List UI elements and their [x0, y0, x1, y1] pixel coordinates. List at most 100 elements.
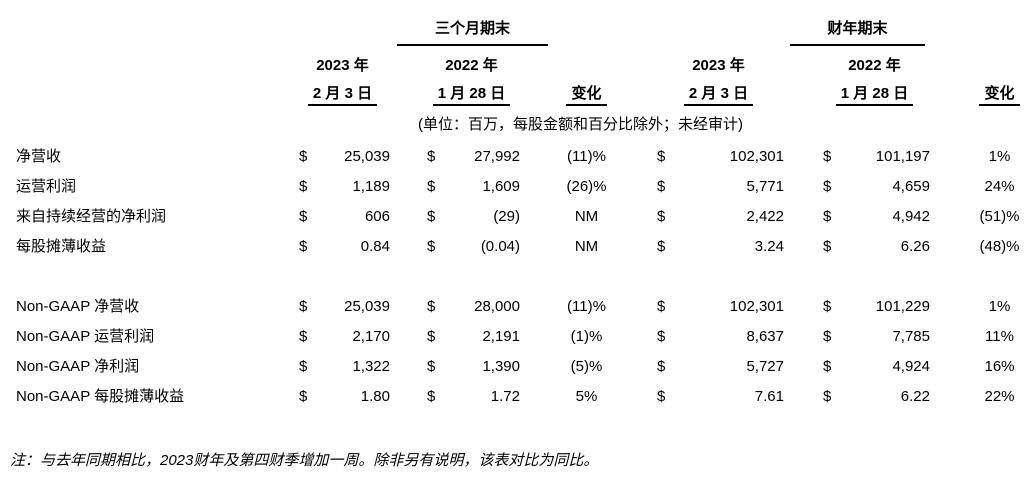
dollar-sign: $ [823, 148, 832, 165]
col-header-fy2023-date: 2 月 3 日 [683, 85, 754, 106]
spacer [393, 142, 420, 172]
cell-fy-change: 1% [988, 298, 1011, 315]
cell-fy2023: 8,637 [746, 328, 784, 345]
cell-q2022: 1,390 [482, 358, 520, 375]
cell-q2023: 1.80 [360, 388, 390, 405]
cell-fy2023: 7.61 [754, 388, 784, 405]
dollar-sign: $ [427, 358, 436, 375]
cell-fy2023: 102,301 [729, 298, 784, 315]
dollar-sign: $ [299, 298, 308, 315]
spacer [393, 292, 420, 322]
col-header-q2022-date: 1 月 28 日 [432, 85, 511, 106]
dollar-sign: $ [427, 298, 436, 315]
group-header-three-months-ended: 三个月期末 [397, 19, 548, 46]
dollar-sign: $ [823, 298, 832, 315]
table-row-operating-income: 运营利润 $ 1,189 $ 1,609 (26)% $ 5,771 $ 4,6… [0, 172, 1036, 202]
cell-fy-change: (51)% [979, 208, 1020, 225]
cell-fy2022: 6.22 [900, 388, 930, 405]
spacer [787, 202, 816, 232]
cell-q2023: 1,322 [352, 358, 390, 375]
cell-q-change: (5)% [570, 358, 603, 375]
spacer [393, 202, 420, 232]
table-row-net-revenue: 净营收 $ 25,039 $ 27,992 (11)% $ 102,301 $ … [0, 142, 1036, 172]
cell-fy2022: 4,942 [892, 208, 930, 225]
row-label: Non-GAAP 净营收 [16, 298, 140, 315]
cell-q2022: 1,609 [482, 178, 520, 195]
table-row-diluted-eps: 每股摊薄收益 $ 0.84 $ (0.04) NM $ 3.24 $ 6.26 … [0, 232, 1036, 262]
cell-q-change: NM [574, 208, 599, 225]
cell-q-change: 5% [575, 388, 598, 405]
row-label: 来自持续经营的净利润 [16, 208, 167, 225]
dollar-sign: $ [427, 328, 436, 345]
cell-q2022: (0.04) [480, 238, 520, 255]
cell-q2022: 27,992 [474, 148, 520, 165]
dollar-sign: $ [823, 208, 832, 225]
table-row-nongaap-net-revenue: Non-GAAP 净营收 $ 25,039 $ 28,000 (11)% $ 1… [0, 292, 1036, 322]
dollar-sign: $ [657, 148, 666, 165]
col-header-fy2022-date: 1 月 28 日 [835, 85, 914, 106]
spacer [787, 352, 816, 382]
dollar-sign: $ [657, 208, 666, 225]
footnote: 注：与去年同期相比，2023财年及第四财季增加一周。除非另有说明，该表对比为同比… [10, 452, 599, 469]
spacer [787, 292, 816, 322]
dollar-sign: $ [299, 178, 308, 195]
row-label: Non-GAAP 净利润 [16, 358, 140, 375]
spacer [787, 322, 816, 352]
dollar-sign: $ [299, 388, 308, 405]
cell-fy2022: 4,924 [892, 358, 930, 375]
table-row-net-income-continuing-ops: 来自持续经营的净利润 $ 606 $ (29) NM $ 2,422 $ 4,9… [0, 202, 1036, 232]
row-label: 每股摊薄收益 [16, 238, 107, 255]
col-header-fy-change: 变化 [979, 85, 1020, 106]
row-label: Non-GAAP 运营利润 [16, 328, 155, 345]
cell-fy2023: 2,422 [746, 208, 784, 225]
dollar-sign: $ [657, 328, 666, 345]
cell-fy2022: 4,659 [892, 178, 930, 195]
unit-note-row: (单位：百万，每股金额和百分比除外；未经审计) [0, 107, 1036, 142]
cell-q2022: 1.72 [490, 388, 520, 405]
dollar-sign: $ [299, 148, 308, 165]
cell-q2023: 25,039 [344, 148, 390, 165]
cell-fy2022: 101,229 [875, 298, 930, 315]
dollar-sign: $ [823, 178, 832, 195]
unit-note: (单位：百万，每股金额和百分比除外；未经审计) [418, 116, 743, 133]
cell-fy2023: 102,301 [729, 148, 784, 165]
row-label: Non-GAAP 每股摊薄收益 [16, 388, 185, 405]
dollar-sign: $ [657, 238, 666, 255]
spacer [393, 382, 420, 412]
results-table: 2023 年 2022 年 2023 年 2022 年 2 月 3 日 1 月 … [0, 51, 1036, 412]
cell-fy2022: 7,785 [892, 328, 930, 345]
spacer [787, 232, 816, 262]
dollar-sign: $ [823, 238, 832, 255]
dollar-sign: $ [299, 208, 308, 225]
blank-row [0, 262, 1036, 292]
cell-q2023: 0.84 [360, 238, 390, 255]
dollar-sign: $ [299, 238, 308, 255]
cell-q2023: 25,039 [344, 298, 390, 315]
cell-q-change: (11)% [567, 298, 606, 315]
dollar-sign: $ [657, 358, 666, 375]
cell-q2022: 28,000 [474, 298, 520, 315]
dollar-sign: $ [427, 148, 436, 165]
spacer [787, 172, 816, 202]
table-row-nongaap-operating-income: Non-GAAP 运营利润 $ 2,170 $ 2,191 (1)% $ 8,6… [0, 322, 1036, 352]
dollar-sign: $ [823, 388, 832, 405]
row-label: 运营利润 [16, 178, 77, 195]
cell-q-change: NM [574, 238, 599, 255]
cell-q2022: (29) [493, 208, 520, 225]
dollar-sign: $ [299, 358, 308, 375]
cell-q-change: (26)% [566, 178, 607, 195]
year-header-row: 2023 年 2022 年 2023 年 2022 年 [0, 51, 1036, 81]
spacer [787, 142, 816, 172]
cell-q2022: 2,191 [482, 328, 520, 345]
dollar-sign: $ [427, 178, 436, 195]
table-row-nongaap-net-income: Non-GAAP 净利润 $ 1,322 $ 1,390 (5)% $ 5,72… [0, 352, 1036, 382]
cell-q2023: 2,170 [352, 328, 390, 345]
spacer [787, 382, 816, 412]
spacer [393, 232, 420, 262]
table-row-nongaap-diluted-eps: Non-GAAP 每股摊薄收益 $ 1.80 $ 1.72 5% $ 7.61 … [0, 382, 1036, 412]
dollar-sign: $ [657, 298, 666, 315]
col-header-q2022-year: 2022 年 [445, 57, 498, 74]
cell-fy-change: 1% [988, 148, 1011, 165]
dollar-sign: $ [823, 328, 832, 345]
